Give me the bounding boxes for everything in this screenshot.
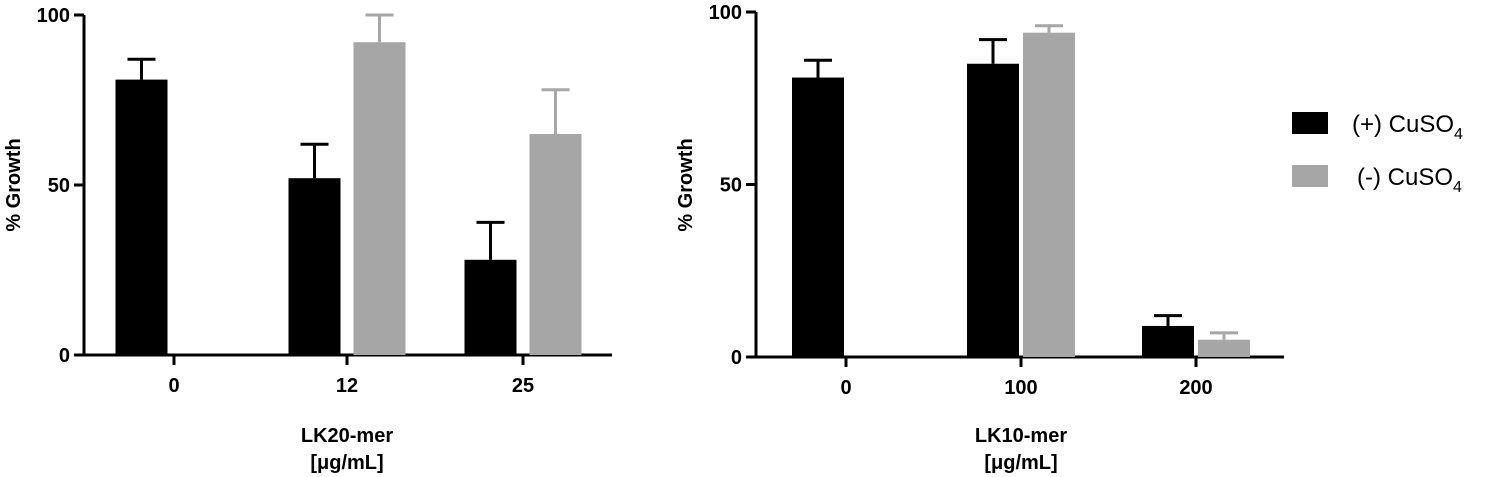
x-tick-label: 200 [1179, 377, 1212, 399]
y-tick-label: 0 [731, 347, 742, 369]
x-axis-label: LK10-mer [975, 425, 1067, 447]
legend: (+) CuSO4 (-) CuSO4 [1292, 111, 1463, 196]
bar-minus-cuso4 [1198, 339, 1250, 357]
legend-swatch-minus-cuso4 [1292, 165, 1328, 187]
x-tick-label: 25 [512, 375, 534, 397]
y-tick-label: 0 [59, 345, 70, 367]
x-axis-unit: [μg/mL] [984, 452, 1057, 474]
bar-plus-cuso4 [967, 63, 1019, 357]
bar-minus-cuso4 [529, 134, 582, 355]
bar-plus-cuso4 [1142, 325, 1194, 357]
x-tick-label: 0 [840, 377, 851, 399]
x-tick-label: 12 [336, 375, 358, 397]
y-tick-label: 50 [720, 175, 742, 197]
y-tick-label: 100 [709, 2, 742, 24]
x-tick-label: 0 [168, 375, 179, 397]
legend-label-minus-cuso4: (-) CuSO4 [1357, 164, 1462, 196]
bar-minus-cuso4 [353, 42, 406, 355]
chart-lk10-mer: % Growth LK10-mer [μg/mL] 0 50 100 0 100 200 [675, 2, 1284, 474]
bar-plus-cuso4 [115, 79, 168, 355]
y-tick-label: 50 [48, 175, 70, 197]
bar-plus-cuso4 [792, 77, 844, 358]
y-tick-label: 100 [37, 5, 70, 27]
chart-lk20-mer: % Growth LK20-mer [μg/mL] 0 50 100 0 12 25 [3, 5, 612, 474]
legend-swatch-plus-cuso4 [1292, 112, 1328, 134]
bar-plus-cuso4 [464, 259, 517, 355]
y-axis-label: % Growth [675, 138, 697, 231]
legend-label-plus-cuso4: (+) CuSO4 [1352, 111, 1463, 143]
x-tick-label: 100 [1004, 377, 1037, 399]
x-axis-label: LK20-mer [301, 425, 393, 447]
bar-minus-cuso4 [1023, 32, 1075, 357]
x-axis-unit: [μg/mL] [310, 452, 383, 474]
y-axis-label: % Growth [3, 138, 25, 231]
bar-plus-cuso4 [288, 178, 341, 355]
